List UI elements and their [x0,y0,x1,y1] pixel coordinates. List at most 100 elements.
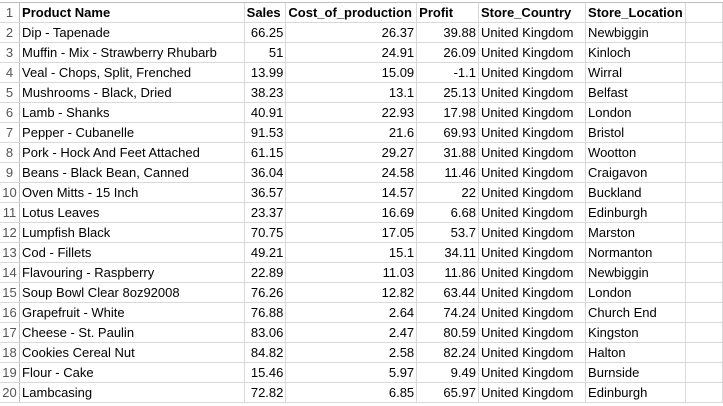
cell[interactable]: 22.93 [285,102,418,123]
column-header-cell[interactable]: Store_Location [585,3,686,23]
column-header-cell[interactable]: Product Name [19,3,245,23]
row-header[interactable]: 10 [0,182,21,203]
cell[interactable]: 11.46 [416,162,479,183]
cell[interactable]: 5.97 [285,362,418,383]
cell[interactable]: 76.26 [244,282,287,303]
cell[interactable]: 53.7 [416,222,479,243]
cell[interactable]: Marston [585,222,686,243]
cell[interactable]: Newbiggin [585,262,686,283]
row-header[interactable]: 6 [0,102,21,123]
cell[interactable]: 2.64 [285,302,418,323]
cell[interactable]: Grapefruit - White [19,302,245,323]
cell[interactable]: 24.91 [285,42,418,63]
empty-cell[interactable] [685,62,723,83]
cell[interactable]: 76.88 [244,302,287,323]
cell[interactable]: 23.37 [244,202,287,223]
row-header[interactable]: 3 [0,42,21,63]
empty-cell[interactable] [685,362,723,383]
cell[interactable]: Soup Bowl Clear 8oz92008 [19,282,245,303]
cell[interactable]: 84.82 [244,342,287,363]
column-header-cell[interactable]: Sales [244,3,287,23]
cell[interactable]: 49.21 [244,242,287,263]
cell[interactable]: 2.47 [285,322,418,343]
cell[interactable]: Beans - Black Bean, Canned [19,162,245,183]
row-header[interactable]: 15 [0,282,21,303]
cell[interactable]: United Kingdom [478,262,587,283]
row-header[interactable]: 8 [0,142,21,163]
row-header[interactable]: 2 [0,22,21,43]
cell[interactable]: Craigavon [585,162,686,183]
empty-cell[interactable] [685,122,723,143]
cell[interactable]: United Kingdom [478,242,587,263]
cell[interactable]: -1.1 [416,62,479,83]
cell[interactable]: Belfast [585,82,686,103]
cell[interactable]: Newbiggin [585,22,686,43]
cell[interactable]: Oven Mitts - 15 Inch [19,182,245,203]
cell[interactable]: Flavouring - Raspberry [19,262,245,283]
cell[interactable]: 83.06 [244,322,287,343]
row-header[interactable]: 5 [0,82,21,103]
cell[interactable]: 2.58 [285,342,418,363]
cell[interactable]: 39.88 [416,22,479,43]
cell[interactable]: 6.68 [416,202,479,223]
cell[interactable]: United Kingdom [478,382,587,403]
cell[interactable]: 66.25 [244,22,287,43]
cell[interactable]: 14.57 [285,182,418,203]
empty-cell[interactable] [685,162,723,183]
cell[interactable]: Mushrooms - Black, Dried [19,82,245,103]
column-header-cell[interactable]: Cost_of_production [285,3,418,23]
cell[interactable]: United Kingdom [478,42,587,63]
cell[interactable]: Flour - Cake [19,362,245,383]
cell[interactable]: 70.75 [244,222,287,243]
cell[interactable]: United Kingdom [478,82,587,103]
row-header[interactable]: 13 [0,242,21,263]
row-header[interactable]: 16 [0,302,21,323]
cell[interactable]: United Kingdom [478,282,587,303]
cell[interactable]: 65.97 [416,382,479,403]
cell[interactable]: Pork - Hock And Feet Attached [19,142,245,163]
cell[interactable]: 15.09 [285,62,418,83]
row-header[interactable]: 7 [0,122,21,143]
cell[interactable]: Lamb - Shanks [19,102,245,123]
cell[interactable]: Halton [585,342,686,363]
empty-cell[interactable] [685,22,723,43]
cell[interactable]: United Kingdom [478,162,587,183]
row-header[interactable]: 12 [0,222,21,243]
cell[interactable]: 13.99 [244,62,287,83]
row-header[interactable]: 19 [0,362,21,383]
cell[interactable]: Burnside [585,362,686,383]
cell[interactable]: United Kingdom [478,342,587,363]
cell[interactable]: United Kingdom [478,222,587,243]
cell[interactable]: Bristol [585,122,686,143]
cell[interactable]: Kingston [585,322,686,343]
cell[interactable]: 82.24 [416,342,479,363]
column-header-cell[interactable]: Store_Country [478,3,587,23]
empty-cell[interactable] [685,3,723,23]
cell[interactable]: United Kingdom [478,322,587,343]
cell[interactable]: Buckland [585,182,686,203]
cell[interactable]: 34.11 [416,242,479,263]
cell[interactable]: Lumpfish Black [19,222,245,243]
cell[interactable]: Cod - Fillets [19,242,245,263]
cell[interactable]: Cheese - St. Paulin [19,322,245,343]
cell[interactable]: 13.1 [285,82,418,103]
cell[interactable]: 40.91 [244,102,287,123]
cell[interactable]: Lambcasing [19,382,245,403]
cell[interactable]: Wootton [585,142,686,163]
cell[interactable]: Wirral [585,62,686,83]
cell[interactable]: 21.6 [285,122,418,143]
cell[interactable]: 6.85 [285,382,418,403]
row-header[interactable]: 11 [0,202,21,223]
cell[interactable]: 80.59 [416,322,479,343]
cell[interactable]: 36.57 [244,182,287,203]
row-header[interactable]: 9 [0,162,21,183]
cell[interactable]: 11.86 [416,262,479,283]
cell[interactable]: Dip - Tapenade [19,22,245,43]
cell[interactable]: 22 [416,182,479,203]
cell[interactable]: 25.13 [416,82,479,103]
empty-cell[interactable] [685,202,723,223]
row-header[interactable]: 14 [0,262,21,283]
cell[interactable]: 51 [244,42,287,63]
cell[interactable]: 36.04 [244,162,287,183]
cell[interactable]: United Kingdom [478,62,587,83]
